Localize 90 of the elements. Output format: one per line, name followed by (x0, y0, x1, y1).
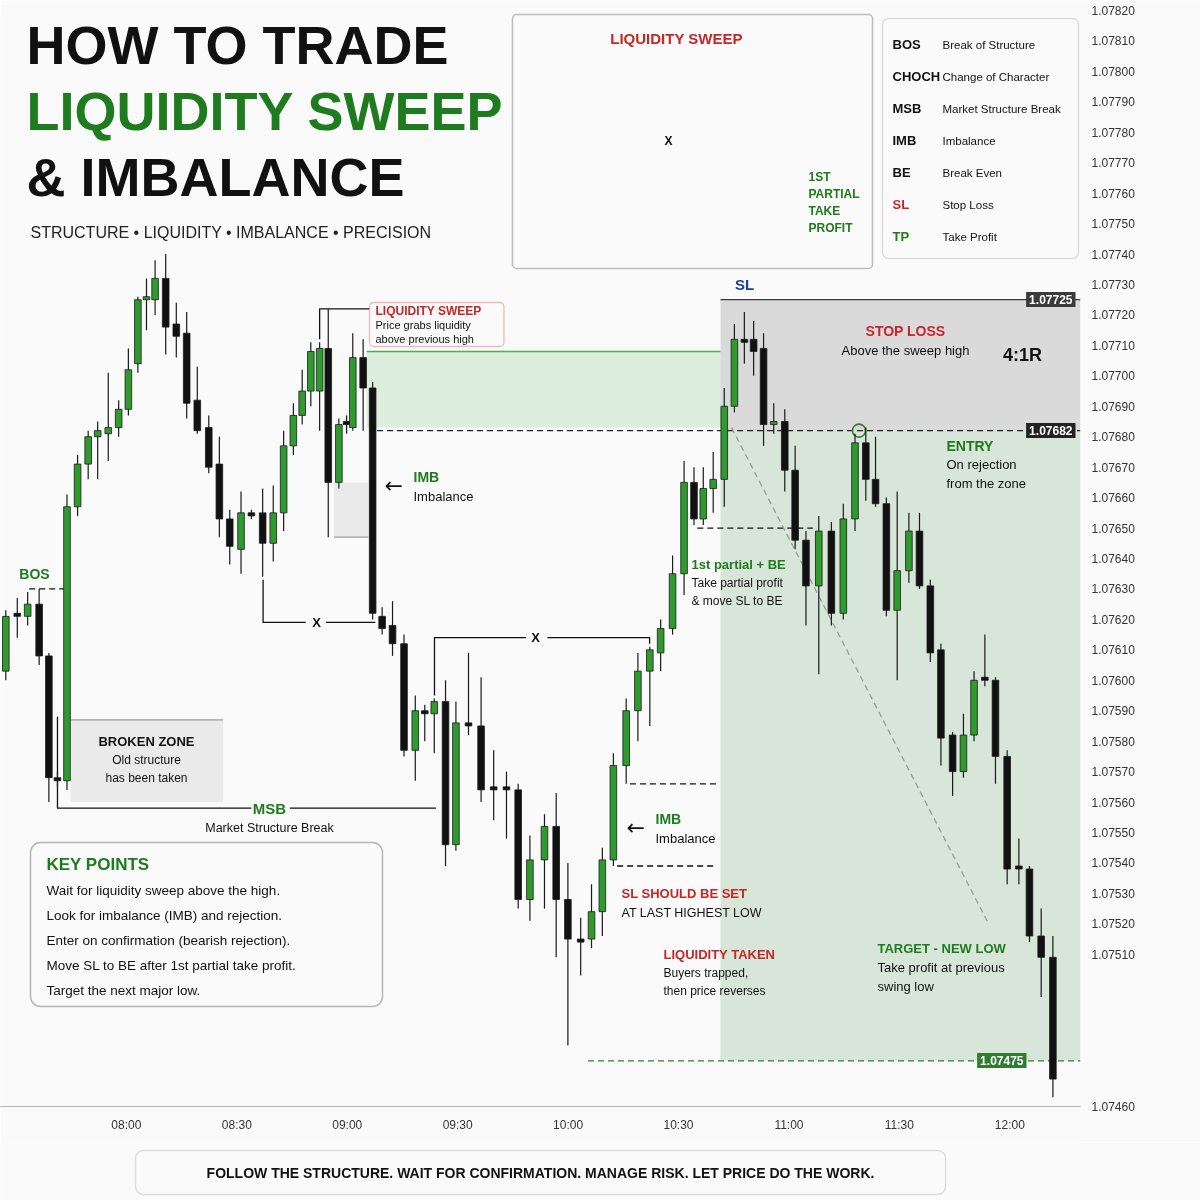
annotation: MSB Market Structure Break (205, 800, 335, 835)
candlestick (646, 646, 654, 727)
annotation: LIQUIDITY SWEEP Price grabs liquidity above previous high (375, 303, 482, 345)
y-tick-label: 1.07820 (1091, 4, 1136, 18)
y-tick-label: 1.07620 (1091, 612, 1136, 627)
candlestick (172, 302, 181, 359)
annotation: X (312, 615, 322, 630)
y-tick-label: 1.07540 (1091, 856, 1136, 871)
y-tick-label: 1.07680 (1091, 430, 1136, 445)
y-tick-label: 1.07790 (1091, 95, 1136, 110)
x-tick-label: 08:30 (221, 1117, 253, 1132)
candlestick (981, 634, 989, 687)
y-tick-label: 1.07770 (1091, 156, 1136, 171)
annotation: X (664, 133, 673, 148)
y-tick-label: 1.07800 (1091, 64, 1136, 79)
annotation: ENTRY On rejection from the zone (946, 437, 1026, 491)
y-tick-label: 1.07760 (1091, 186, 1136, 201)
y-tick-label: 1.07600 (1091, 673, 1136, 688)
x-tick-label: 11:00 (774, 1117, 804, 1132)
x-tick-label: 10:00 (553, 1117, 584, 1132)
y-tick-label: 1.07570 (1091, 765, 1136, 780)
annotation: BOS (19, 565, 50, 582)
x-tick-label: 09:30 (442, 1117, 474, 1132)
annotation: LIQUIDITY SWEEP (610, 30, 743, 47)
y-tick-label: 1.07590 (1091, 704, 1136, 719)
y-tick-label: 1.07710 (1091, 338, 1136, 353)
candlestick (13, 597, 21, 639)
y-tick-label: 1.07700 (1091, 369, 1136, 384)
text: HOW TO TRADE LIQUIDITY SWEEP & IMBALANCE (26, 14, 503, 207)
text: BOS Break of Structure CHOCH Change of Character MSB Market Structure Break IMB Imbalance BE Break Even SL Stop Loss TP Take Profit (892, 37, 1061, 244)
annotation: ← (626, 815, 645, 840)
annotation: 1ST PARTIAL TAKE PROFIT (808, 169, 860, 235)
y-tick-label: 1.07520 (1091, 917, 1136, 932)
y-tick-label: 1.07510 (1091, 947, 1136, 962)
annotation: 1.07725 (1029, 293, 1073, 307)
annotation: TARGET - NEW LOW Take profit at previous swing low (877, 941, 1007, 994)
candlestick (489, 749, 498, 821)
y-tick-label: 1.07550 (1091, 826, 1136, 840)
y-tick-label: 1.07530 (1091, 886, 1136, 901)
annotation: 1.07682 (1029, 424, 1073, 438)
x-tick-label: 12:00 (994, 1117, 1026, 1132)
annotation: STOP LOSS Above the sweep high (841, 322, 970, 358)
y-tick-label: 1.07660 (1091, 491, 1136, 506)
y-tick-label: 1.07610 (1091, 643, 1136, 658)
annotation: LIQUIDITY TAKEN Buyers trapped, then price reverses (663, 947, 775, 998)
annotation: SL SHOULD BE SET AT LAST HIGHEST LOW (621, 886, 762, 920)
annotation: 4:1R (1002, 344, 1043, 365)
x-tick-label: 11:30 (884, 1117, 915, 1132)
annotation: BROKEN ZONE Old structure has been taken (98, 734, 195, 785)
annotation: ← (384, 473, 403, 498)
candlestick (576, 917, 585, 977)
candlestick (749, 320, 758, 377)
text: STRUCTURE • LIQUIDITY • IMBALANCE • PRECISION (30, 224, 432, 241)
y-tick-label: 1.07730 (1091, 278, 1136, 292)
y-tick-label: 1.07650 (1091, 521, 1136, 536)
candlestick (104, 372, 112, 462)
x-tick-label: 10:30 (663, 1117, 694, 1132)
annotation: IMB Imbalance (655, 810, 716, 846)
annotation: 1st partial + BE Take partial profit & move SL to BE (691, 557, 787, 608)
y-tick-label: 1.07810 (1091, 34, 1136, 49)
y-tick-label: 1.07740 (1091, 247, 1136, 262)
y-tick-label: 1.07630 (1091, 582, 1136, 597)
text: FOLLOW THE STRUCTURE. WAIT FOR CONFIRMATION. MANAGE RISK. LET PRICE DO THE WORK. (206, 1164, 875, 1181)
y-tick-label: 1.07670 (1091, 460, 1136, 475)
candlestick (502, 771, 511, 840)
y-tick-label: 1.07640 (1091, 552, 1136, 566)
candlestick (1015, 837, 1023, 885)
candlestick (23, 591, 32, 627)
y-tick-label: 1.07720 (1091, 308, 1136, 323)
candlestick (1037, 908, 1045, 998)
x-tick-label: 08:00 (111, 1117, 142, 1132)
candlestick (378, 606, 386, 636)
candlestick (740, 311, 749, 365)
y-tick-label: 1.07560 (1091, 795, 1136, 810)
candlestick (464, 652, 473, 736)
x-tick-label: 09:00 (332, 1117, 363, 1132)
y-tick-label: 1.07750 (1091, 217, 1136, 232)
annotation: SL (734, 276, 755, 293)
y-tick-label: 1.07580 (1091, 734, 1136, 749)
y-tick-label: 1.07460 (1091, 1100, 1136, 1114)
candlestick (388, 600, 397, 657)
candlestick (709, 451, 717, 514)
annotation: X (531, 630, 541, 645)
y-tick-label: 1.07780 (1091, 125, 1136, 140)
annotation: KEY POINTS Wait for liquidity sweep above the high. Look for imbalance (IMB) and rejection. Enter on confirmation (bearish rejection). Move SL to BE after 1st partial take profit. Target the next major low. (46, 855, 296, 998)
candlestick (114, 399, 123, 438)
candlestick (93, 420, 102, 480)
annotation: IMB Imbalance (413, 468, 474, 504)
y-tick-label: 1.07690 (1091, 399, 1136, 414)
annotation: 1.07475 (980, 1054, 1024, 1068)
